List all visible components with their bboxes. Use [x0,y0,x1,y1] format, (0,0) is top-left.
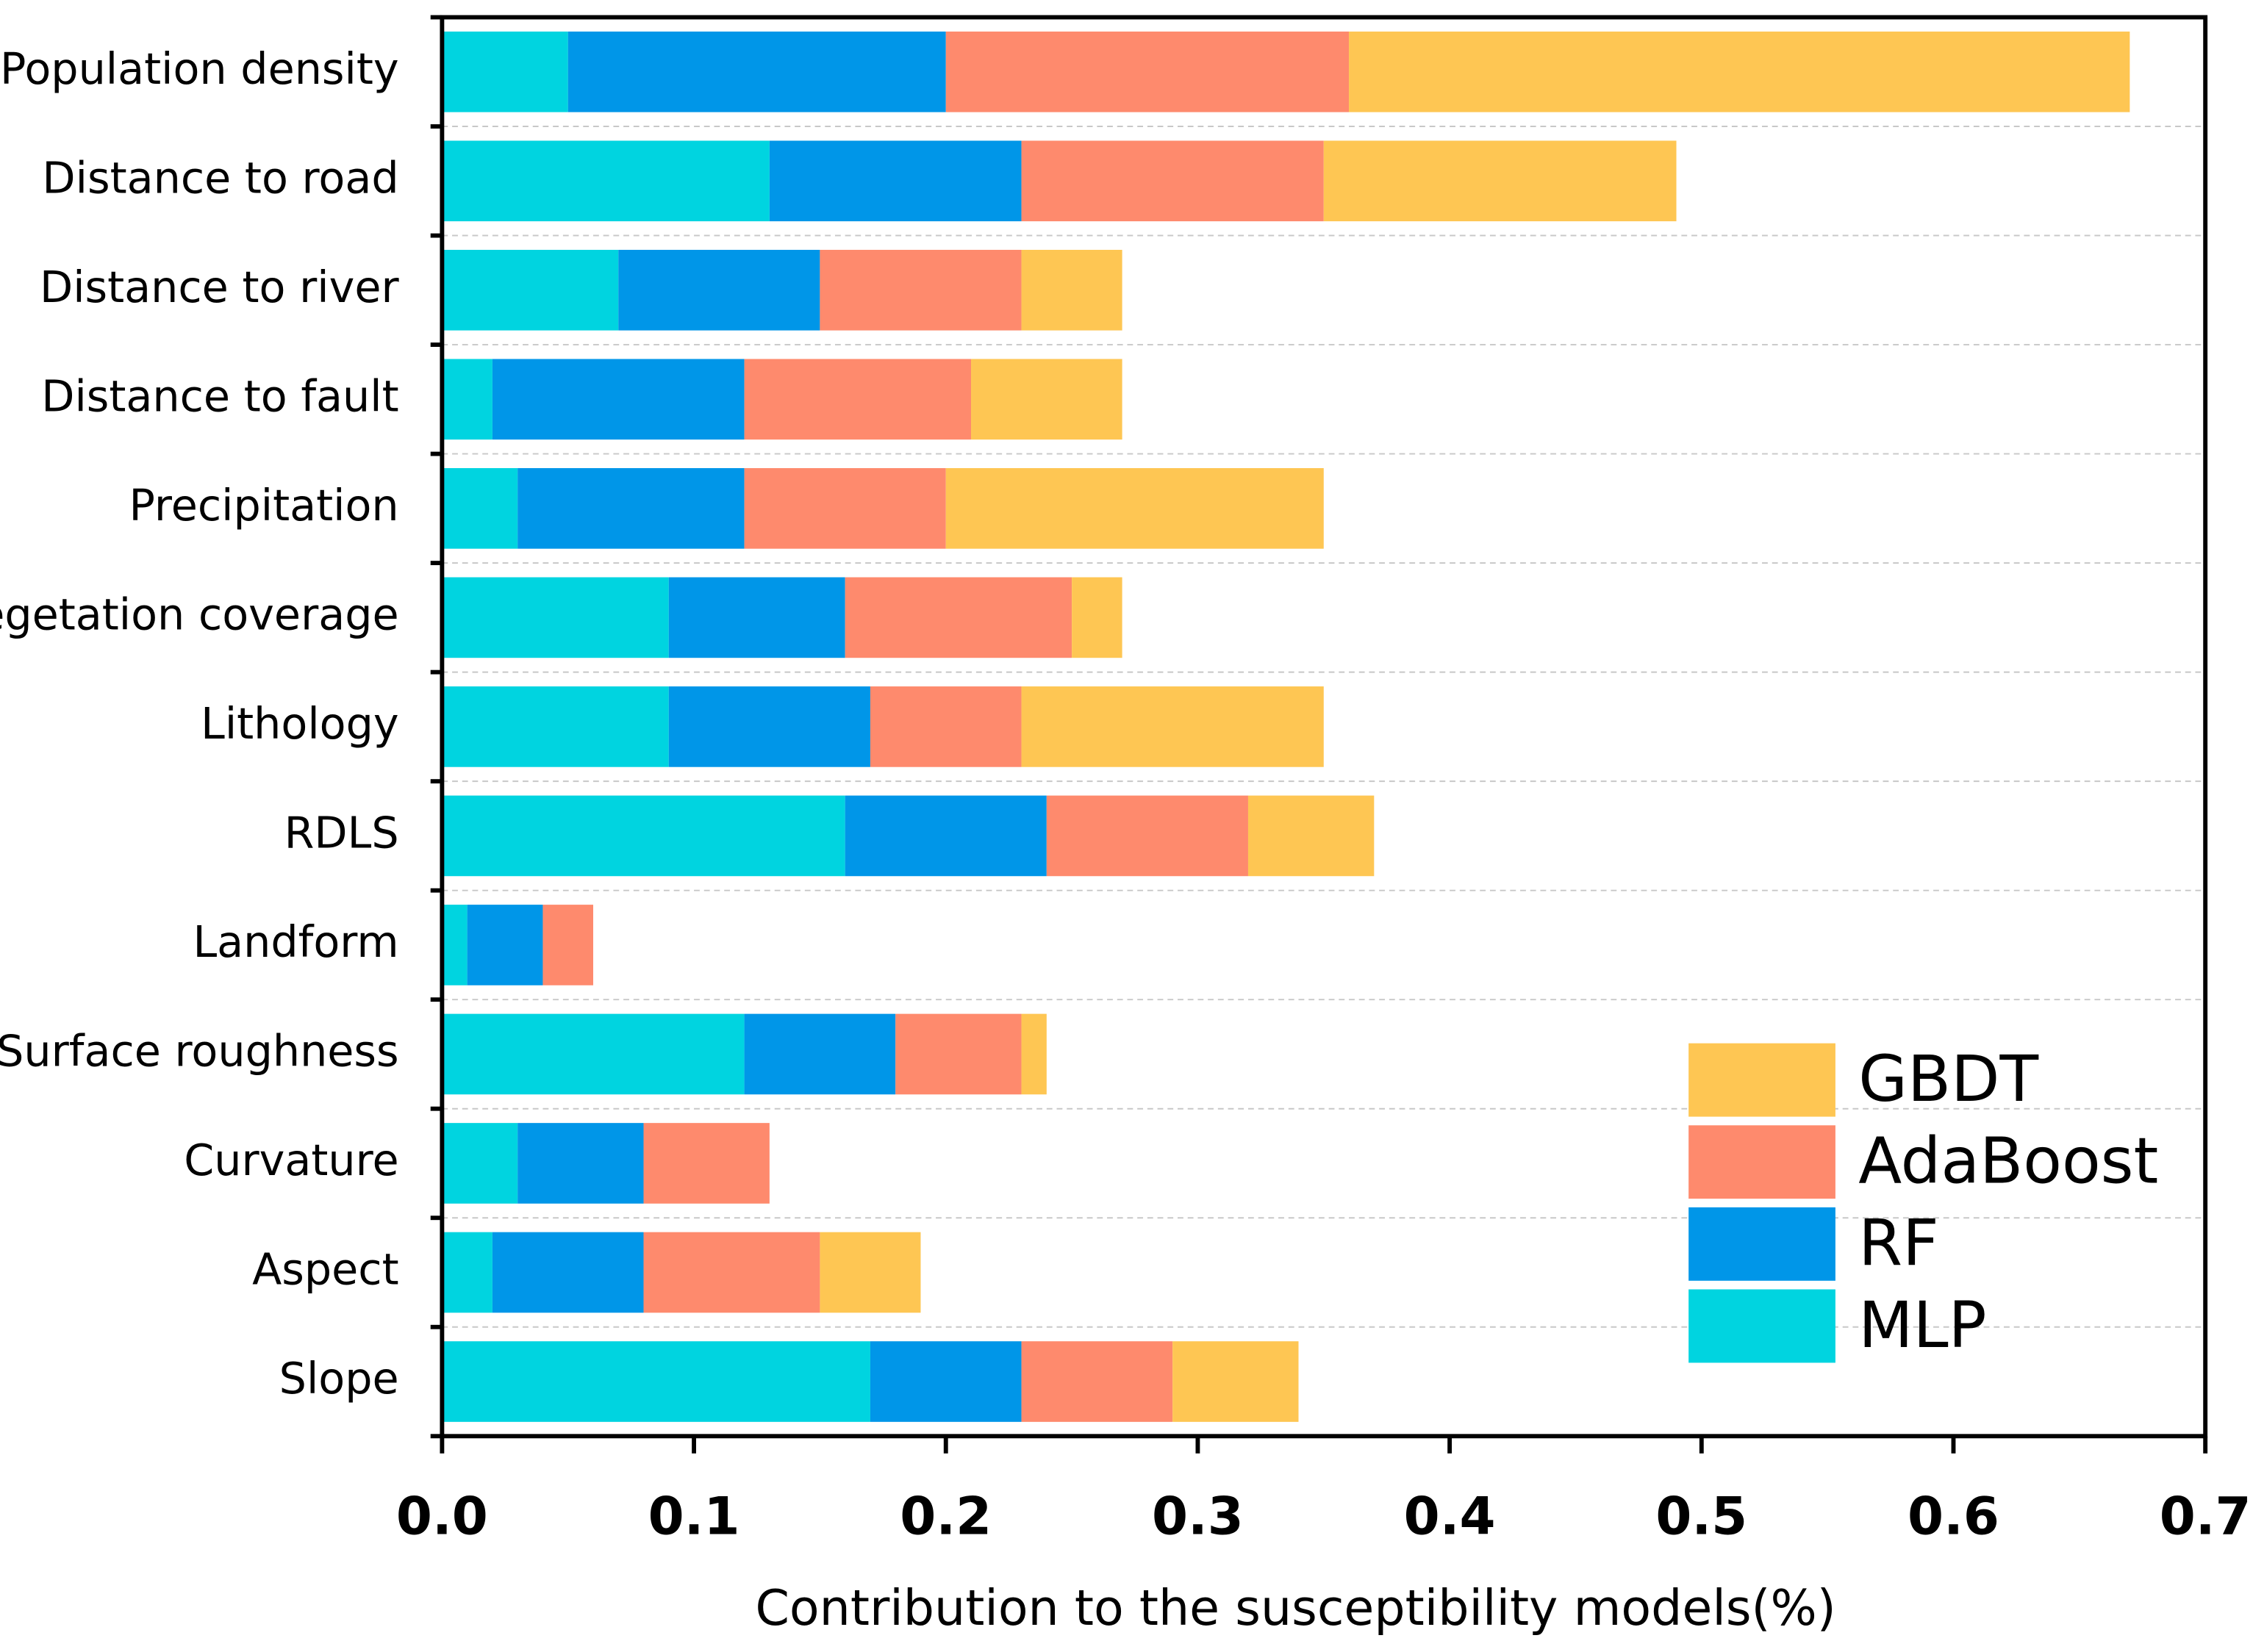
bar-segment [442,686,669,767]
legend-label: GBDT [1858,1043,2038,1116]
bar-segment [442,905,468,985]
bar-segment [945,31,1350,112]
bar-segment [744,1013,896,1095]
bar-segment [1021,1013,1047,1095]
bar-segment [870,1341,1022,1422]
category-label: Precipitation [129,480,399,531]
x-tick-label: 0.7 [2160,1486,2252,1546]
bar-segment [1247,795,1375,877]
legend-label: RF [1858,1207,1938,1280]
bar-segment [744,359,972,440]
bar-segment [442,1013,745,1095]
category-label: Vegetation coverage [0,589,399,639]
x-axis-label: Contribution to the susceptibility model… [755,1579,1835,1637]
bar-segment [845,795,1047,877]
legend-label: AdaBoost [1858,1125,2158,1199]
category-label: Distance to river [40,262,399,312]
x-tick-label: 0.2 [900,1486,992,1546]
bar-segment [643,1123,770,1204]
bar-segment [668,577,845,658]
x-tick-label: 0.3 [1152,1486,1244,1546]
bar-segment [1172,1341,1299,1422]
category-label: Surface roughness [0,1026,399,1077]
bar-segment [1323,140,1677,222]
category-label: Population density [0,43,399,94]
x-tick-label: 0.4 [1404,1486,1496,1546]
bar-segment [820,1232,921,1313]
bar-segment [971,359,1122,440]
bar-segment [442,1123,518,1204]
bar-segment [769,140,1022,222]
bar-segment [442,1232,492,1313]
bar-segment [567,31,946,112]
bar-segment [1349,31,2130,112]
bar-segment [442,31,568,112]
bar-segment [517,1123,644,1204]
plot-frame [440,15,2208,1439]
bar-segment [1021,686,1324,767]
bar-segment [643,1232,820,1313]
category-label: Aspect [252,1244,399,1295]
category-label: Distance to fault [41,370,398,421]
bar-segment [1046,795,1248,877]
bar-segment [820,249,1022,331]
bar-segment [442,140,770,222]
bar-segment [467,905,543,985]
bar-segment [870,686,1022,767]
bar-segment [442,468,518,549]
legend-swatch [1688,1125,1835,1199]
bar-segment [845,577,1072,658]
bar-segment [1021,249,1122,331]
bar-segment [517,468,745,549]
bar-segment [1021,1341,1173,1422]
x-tick-label: 0.6 [1908,1486,1999,1546]
category-label: Curvature [184,1135,398,1185]
category-label: Distance to road [42,152,398,203]
bar-segment [492,1232,644,1313]
bar-segment [945,468,1324,549]
category-label: Landform [193,916,398,967]
bar-segment [895,1013,1022,1095]
bar-segment [1072,577,1122,658]
bar-segment [1021,140,1324,222]
bar-segment [442,795,845,877]
bar-segment [542,905,593,985]
bar-segment [744,468,946,549]
legend-swatch [1688,1043,1835,1117]
bar-segment [442,359,492,440]
x-tick-label: 0.0 [396,1486,488,1546]
bar-segment [442,577,669,658]
bar-segment [618,249,820,331]
bar-segment [442,249,619,331]
category-label: RDLS [284,808,399,858]
category-label: Lithology [201,698,399,749]
legend-swatch [1688,1289,1835,1363]
x-tick-label: 0.1 [648,1486,740,1546]
legend-swatch [1688,1207,1835,1281]
bar-segment [668,686,870,767]
bar-segment [442,1341,870,1422]
bar-segment [492,359,745,440]
legend-label: MLP [1858,1289,1986,1362]
x-tick-label: 0.5 [1655,1486,1747,1546]
category-label: Slope [279,1353,399,1404]
